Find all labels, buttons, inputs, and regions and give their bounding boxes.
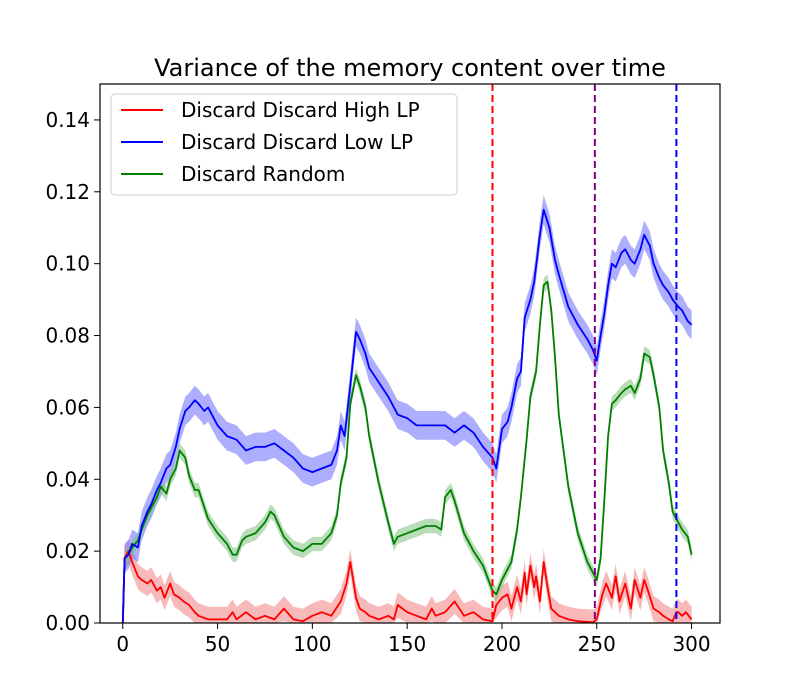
- y-tick-label: 0.14: [45, 108, 90, 132]
- line-series-1: [121, 208, 693, 624]
- y-tick-label: 0.08: [45, 324, 90, 348]
- band-series-0: [122, 538, 692, 623]
- chart-title: Variance of the memory content over time: [154, 54, 666, 82]
- legend-box: [110, 93, 458, 196]
- x-tick-label: 250: [578, 632, 616, 656]
- y-axis-ticks: 0.00 0.02 0.04 0.06 0.08 0.10 0.12 0.14: [45, 108, 100, 635]
- x-tick-label: 150: [388, 632, 426, 656]
- y-tick-label: 0.10: [45, 252, 90, 276]
- plot-area: [121, 84, 693, 624]
- legend-label: Discard Discard High LP: [181, 98, 420, 122]
- band-series-1: [122, 195, 692, 623]
- x-tick-label: 100: [293, 632, 331, 656]
- x-tick-label: 50: [205, 632, 230, 656]
- y-tick-label: 0.12: [45, 180, 90, 204]
- vertical-markers: [491, 84, 678, 623]
- y-tick-label: 0.04: [45, 467, 90, 491]
- legend: Discard Discard High LP Discard Discard L…: [110, 93, 458, 196]
- x-tick-label: 300: [672, 632, 710, 656]
- x-tick-label: 0: [116, 632, 129, 656]
- y-tick-label: 0.02: [45, 539, 90, 563]
- band-series-2: [122, 274, 692, 623]
- legend-label: Discard Random: [181, 162, 345, 186]
- legend-label: Discard Discard Low LP: [181, 130, 413, 154]
- y-tick-label: 0.00: [45, 611, 90, 635]
- x-axis-ticks: 0 50 100 150 200 250 300: [116, 623, 711, 656]
- series-lines: [121, 208, 693, 624]
- line-series-0: [121, 550, 693, 624]
- axes-frame: [99, 83, 721, 624]
- x-tick-label: 200: [483, 632, 521, 656]
- y-tick-label: 0.06: [45, 395, 90, 419]
- line-series-2: [121, 280, 693, 624]
